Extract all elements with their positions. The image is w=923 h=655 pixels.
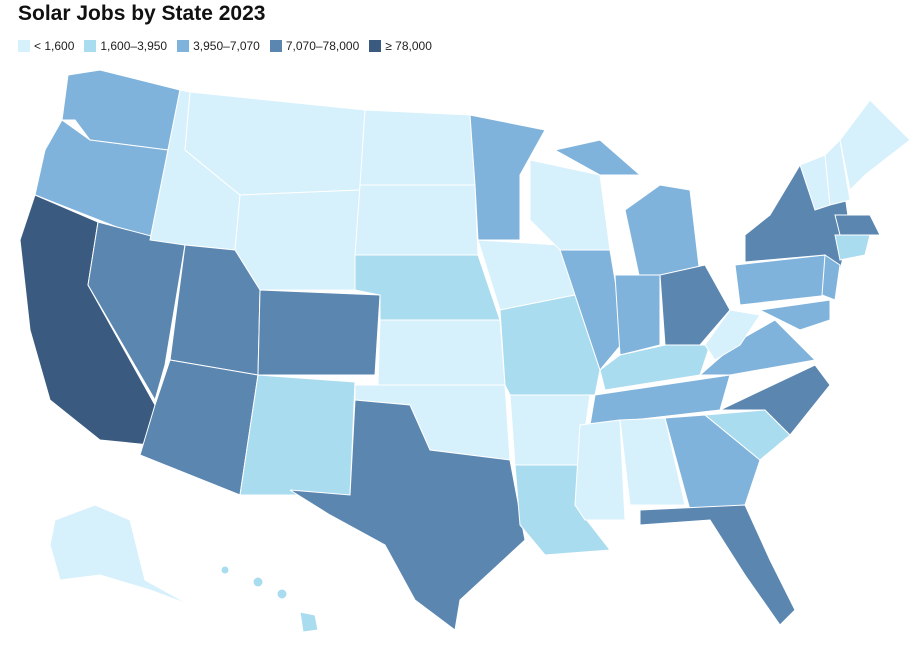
state bbox=[659, 264, 731, 346]
state bbox=[758, 299, 831, 331]
state bbox=[359, 109, 476, 186]
state bbox=[553, 139, 642, 176]
state bbox=[559, 249, 626, 372]
state bbox=[377, 319, 506, 386]
legend-item: < 1,600 bbox=[18, 39, 74, 53]
state bbox=[49, 504, 191, 606]
state bbox=[299, 611, 319, 633]
state bbox=[234, 189, 361, 291]
state bbox=[619, 417, 686, 506]
state bbox=[639, 504, 796, 626]
legend: < 1,600 1,600–3,950 3,950–7,070 7,070–78,00… bbox=[18, 39, 432, 53]
legend-item: 7,070–78,000 bbox=[269, 39, 360, 53]
state bbox=[139, 359, 259, 496]
legend-swatch bbox=[84, 40, 97, 52]
legend-swatch bbox=[369, 40, 382, 52]
state bbox=[824, 138, 851, 206]
state bbox=[614, 274, 661, 356]
legend-label: 3,950–7,070 bbox=[193, 39, 260, 53]
state bbox=[734, 254, 831, 306]
state bbox=[834, 234, 871, 261]
legend-label: ≥ 78,000 bbox=[385, 39, 432, 53]
legend-item: 3,950–7,070 bbox=[177, 39, 260, 53]
state bbox=[624, 184, 701, 281]
state bbox=[834, 214, 881, 236]
state bbox=[574, 419, 626, 521]
state bbox=[821, 254, 841, 301]
title: Solar Jobs by State 2023 bbox=[18, 2, 266, 25]
state bbox=[276, 588, 288, 600]
state bbox=[719, 364, 831, 436]
state bbox=[354, 184, 479, 256]
state bbox=[664, 414, 761, 511]
state bbox=[839, 99, 911, 192]
state bbox=[257, 289, 381, 376]
legend-item: 1,600–3,950 bbox=[84, 39, 167, 53]
legend-item: ≥ 78,000 bbox=[369, 39, 432, 53]
state bbox=[239, 374, 356, 496]
legend-label: 1,600–3,950 bbox=[100, 39, 168, 53]
legend-label: 7,070–78,000 bbox=[285, 39, 360, 53]
legend-swatch bbox=[18, 40, 30, 52]
state bbox=[220, 565, 230, 575]
state bbox=[252, 576, 264, 588]
state bbox=[289, 399, 526, 631]
legend-swatch bbox=[269, 40, 282, 52]
legend-swatch bbox=[177, 40, 190, 52]
state bbox=[704, 309, 761, 361]
legend-label: < 1,600 bbox=[34, 39, 75, 53]
state bbox=[469, 114, 546, 241]
